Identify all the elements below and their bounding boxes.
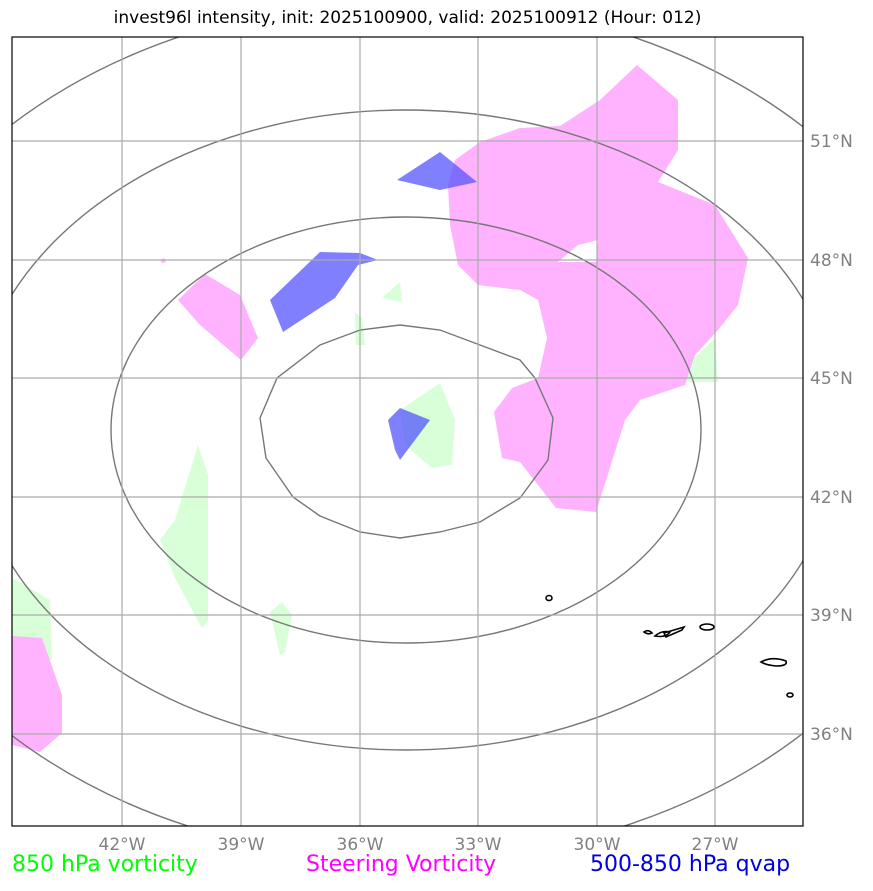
- lat-label: 36°N: [810, 725, 853, 745]
- lat-label: 39°N: [810, 606, 853, 626]
- range-ring-3: [12, 109, 803, 751]
- legend-steering-vorticity: Steering Vorticity: [306, 852, 497, 877]
- latitude-labels: 51°N 48°N 45°N 42°N 39°N 36°N: [810, 132, 853, 745]
- map-title: invest96l intensity, init: 2025100900, v…: [113, 8, 702, 28]
- island: [545, 594, 553, 602]
- qvap-area: [397, 152, 477, 190]
- graticule: [12, 37, 803, 826]
- island: [699, 623, 715, 631]
- island: [786, 692, 794, 698]
- island: [662, 625, 686, 639]
- range-ring-2: [110, 216, 702, 644]
- legend-850-vorticity: 850 hPa vorticity: [12, 852, 198, 877]
- lat-label: 48°N: [810, 251, 853, 271]
- lon-label: 30°W: [574, 835, 621, 855]
- lon-label: 39°W: [218, 835, 265, 855]
- lon-label: 27°W: [692, 835, 739, 855]
- qvap-area: [270, 252, 378, 332]
- range-rings: [12, 37, 803, 826]
- qvap-layer: [270, 152, 477, 460]
- vorticity-850-area: [400, 383, 455, 468]
- vorticity-850-area: [270, 602, 292, 655]
- lon-label: 33°W: [455, 835, 502, 855]
- island: [642, 629, 654, 635]
- qvap-area: [388, 408, 430, 460]
- lat-label: 51°N: [810, 132, 853, 152]
- map-frame: [11, 36, 804, 827]
- lat-label: 45°N: [810, 369, 853, 389]
- lon-label: 42°W: [99, 835, 146, 855]
- steering-vorticity-area: [12, 636, 62, 752]
- coastlines: [545, 594, 794, 698]
- steering-vorticity-gap: [558, 240, 598, 262]
- steering-vorticity-area: [448, 65, 748, 512]
- steering-vorticity-layer: [12, 65, 748, 752]
- legend-qvap: 500-850 hPa qvap: [590, 852, 791, 877]
- vorticity-850-area: [160, 445, 208, 628]
- island: [759, 657, 788, 667]
- vorticity-850-area: [682, 338, 718, 382]
- lat-label: 42°N: [810, 488, 853, 508]
- longitude-labels: 42°W 39°W 36°W 33°W 30°W 27°W: [99, 835, 739, 855]
- steering-vorticity-area: [178, 274, 258, 360]
- vorticity-850-area: [382, 282, 402, 302]
- map-layers: [12, 37, 803, 826]
- lon-label: 36°W: [337, 835, 384, 855]
- range-ring-inner: [259, 324, 554, 539]
